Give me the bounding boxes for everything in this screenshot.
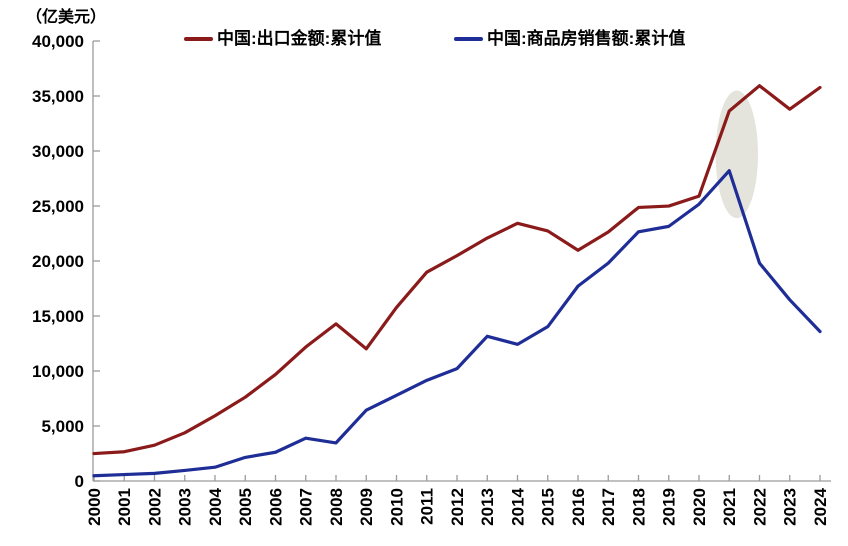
y-tick-label: 20,000	[32, 252, 84, 271]
y-axis-unit-label: （亿美元）	[26, 9, 107, 26]
y-tick-label: 30,000	[32, 142, 84, 161]
x-tick-label: 2013	[478, 488, 497, 526]
x-tick-label: 2011	[418, 488, 437, 525]
y-tick-label: 5,000	[41, 417, 84, 436]
y-tick-label: 25,000	[32, 197, 84, 216]
x-tick-label: 2019	[660, 488, 679, 526]
x-tick-label: 2007	[297, 488, 316, 526]
x-tick-label: 2006	[266, 488, 285, 526]
x-tick-label: 2000	[85, 488, 104, 526]
x-tick-label: 2005	[236, 488, 255, 526]
y-tick-label: 40,000	[32, 32, 84, 51]
y-tick-label: 15,000	[32, 307, 84, 326]
x-tick-label: 2003	[176, 488, 195, 526]
x-tick-label: 2020	[690, 488, 709, 526]
x-tick-label: 2022	[750, 488, 769, 526]
legend-item-housing: 中国:商品房销售额:累计值	[454, 29, 685, 49]
y-tick-label: 10,000	[32, 362, 84, 381]
y-tick-label: 0	[75, 472, 84, 491]
x-tick-label: 2021	[720, 488, 739, 526]
x-tick-label: 2008	[327, 488, 346, 526]
legend-item-exports: 中国:出口金额:累计值	[184, 29, 381, 49]
x-tick-label: 2010	[387, 488, 406, 526]
housing-sales-line	[92, 169, 822, 478]
x-tick-label: 2012	[448, 488, 467, 526]
legend-label-exports: 中国:出口金额:累计值	[217, 29, 382, 48]
x-tick-label: 2024	[811, 487, 830, 525]
x-tick-label: 2017	[599, 488, 618, 526]
x-tick-label: 2018	[629, 488, 648, 526]
x-tick-label: 2015	[539, 488, 558, 526]
legend-label-housing: 中国:商品房销售额:累计值	[487, 29, 686, 48]
legend-marker-exports-line	[184, 37, 213, 41]
legend-marker-housing-line	[454, 37, 483, 41]
x-tick-label: 2016	[569, 488, 588, 526]
x-tick-label: 2002	[145, 488, 164, 526]
x-tick-label: 2023	[781, 488, 800, 526]
x-tick-label: 2004	[206, 487, 225, 525]
x-tick-label: 2001	[115, 488, 134, 526]
x-tick-label: 2009	[357, 488, 376, 526]
y-tick-label: 35,000	[32, 87, 84, 106]
export-value-line	[92, 84, 822, 456]
x-tick-label: 2014	[508, 487, 527, 525]
